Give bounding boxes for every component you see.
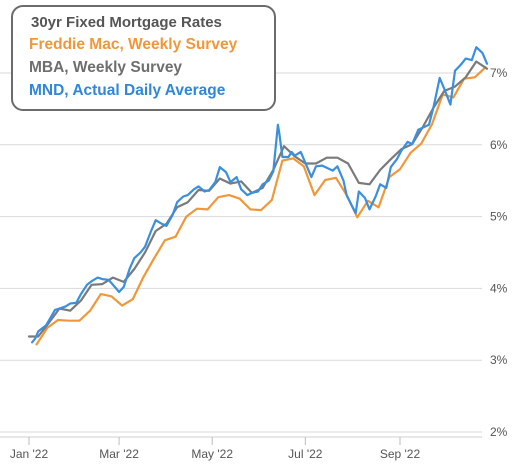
legend-item-mba: MBA, Weekly Survey [29,59,183,76]
series-line-freddie-mac [35,66,487,346]
y-tick-label: 7% [490,66,508,80]
y-tick-label: 5% [490,210,508,224]
x-tick-label: Jan '22 [10,447,49,461]
legend-item-freddie-mac: Freddie Mac, Weekly Survey [29,36,238,53]
x-tick-label: May '22 [191,447,233,461]
y-tick-label: 6% [490,138,508,152]
legend: 30yr Fixed Mortgage Rates Freddie Mac, W… [11,5,276,111]
series-line-mnd [31,46,489,344]
chart-title: 30yr Fixed Mortgage Rates [31,14,222,31]
series-lines [27,46,489,346]
x-tick-label: Jul '22 [288,447,323,461]
series-line-mba [27,60,489,338]
grid-lines: 2% 3% 4% 5% 6% 7% [0,66,508,439]
y-tick-label: 2% [490,425,508,439]
y-tick-label: 4% [490,281,508,295]
x-tick-label: Mar '22 [99,447,139,461]
x-axis-ticks: Jan '22 Mar '22 May '22 Jul '22 Sep '22 [0,436,482,461]
x-tick-label: Sep '22 [380,447,421,461]
legend-item-mnd: MND, Actual Daily Average [29,82,226,99]
y-tick-label: 3% [490,353,508,367]
